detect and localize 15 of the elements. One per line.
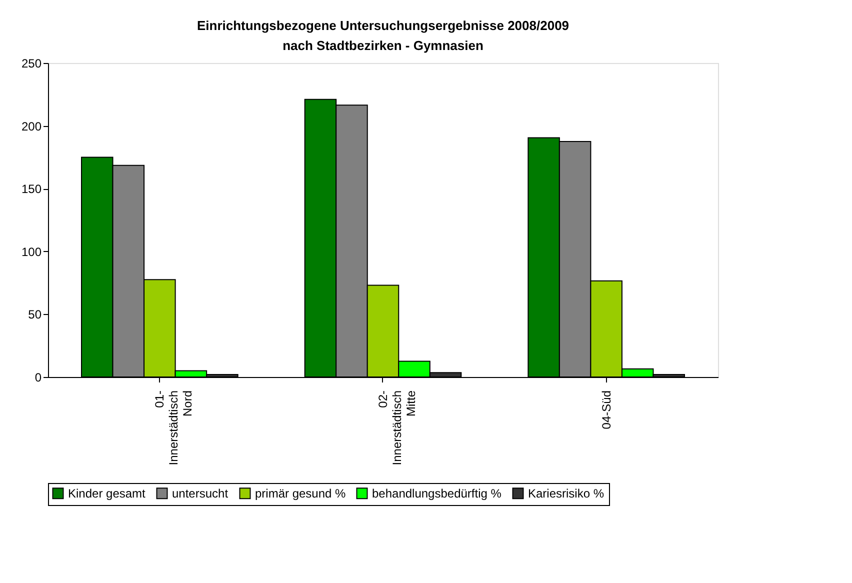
y-tick-label: 200 (21, 119, 42, 134)
x-tick-label: 04-Süd (599, 390, 614, 430)
y-tick-label: 150 (21, 182, 42, 196)
legend-label: Kariesrisiko % (528, 486, 604, 500)
legend-label: primär gesund % (255, 486, 346, 500)
y-tick-label: 100 (21, 244, 42, 259)
legend-label: Kinder gesamt (68, 486, 146, 500)
y-tick-label: 250 (21, 56, 42, 70)
legend-label: behandlungsbedürftig % (372, 486, 502, 500)
y-tick-label: 0 (34, 370, 42, 384)
legend-label: untersucht (172, 486, 229, 500)
y-tick-label: 50 (28, 308, 42, 322)
chart-title: Einrichtungsbezogene Untersuchungsergebnisse 2008/2009 nach Stadtbezirken - Gymnasien (196, 18, 570, 53)
x-tick-label: 01- Innerstädtisch Nord (152, 390, 195, 466)
x-tick-label: 02- Innerstädtisch Mitte (376, 390, 418, 466)
